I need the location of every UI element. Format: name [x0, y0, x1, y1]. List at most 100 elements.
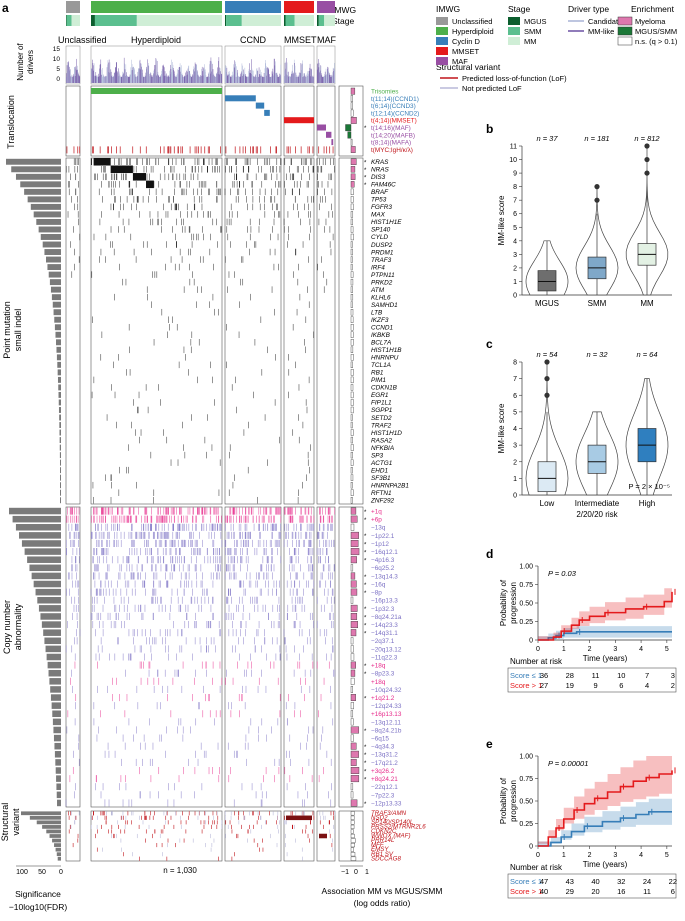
- translocation-block: [317, 124, 326, 131]
- significance-bar: [57, 369, 61, 376]
- legend-sv-title: Structural variant: [436, 62, 501, 72]
- assoc-bar: [350, 248, 353, 256]
- assoc-bar: [350, 324, 354, 331]
- significance-star: *: [364, 729, 367, 735]
- significance-bar: [49, 279, 61, 286]
- sv-label: NSD2: [371, 814, 388, 821]
- y-axis-label: MM-like score: [497, 403, 506, 453]
- cna-label: +18q: [371, 663, 386, 670]
- gene-label: HNRNPU: [371, 355, 399, 362]
- significance-star: *: [364, 583, 367, 589]
- gene-label: HIST1H1D: [371, 430, 402, 437]
- n-label: n = 32: [586, 350, 608, 359]
- assoc-bar: [350, 856, 357, 861]
- drivers-frame: [90, 45, 223, 85]
- assoc-bar: [350, 116, 357, 124]
- assoc-bar: [350, 811, 355, 816]
- cna-label: −10q24.32: [371, 687, 402, 694]
- significance-bar: [33, 211, 61, 218]
- risk-row-label: Score > 1: [510, 681, 542, 690]
- p-value: P = 2 × 10⁻⁵: [628, 482, 670, 491]
- risk-value: 24: [643, 877, 651, 886]
- significance-bar: [42, 825, 61, 829]
- outlier-point: [644, 156, 650, 163]
- x-tick-label: 2: [588, 852, 592, 859]
- assoc-bar: [350, 263, 353, 271]
- stage-track-mgus: [66, 15, 67, 26]
- assoc-title: Association MM vs MGUS/SMM: [322, 886, 443, 896]
- stage-track-mm: [241, 15, 281, 26]
- significance-star: *: [364, 550, 367, 556]
- section-frame: [90, 506, 223, 808]
- significance-bar: [52, 301, 61, 308]
- cna-label: −1p32.3: [371, 606, 395, 613]
- y-tick-label: 1: [513, 279, 517, 286]
- legend-stage-title: Stage: [508, 4, 530, 14]
- legend-swatch-stage: [508, 37, 520, 45]
- sig-sub: −10log10(FDR): [9, 902, 68, 912]
- significance-star: *: [364, 761, 367, 767]
- drivers-frame: [316, 45, 336, 85]
- y-axis-label: progression: [509, 582, 518, 624]
- risk-value: 22: [669, 877, 677, 886]
- gene-label: HIST1H1B: [371, 347, 402, 354]
- group-label-maf: MAF: [317, 35, 337, 45]
- assoc-bar: [350, 158, 357, 165]
- cna-label: −8p: [371, 590, 382, 597]
- significance-star: *: [364, 126, 367, 132]
- stage-track-smm: [285, 15, 295, 26]
- cna-label: −13q: [371, 525, 386, 532]
- assoc-bar: [350, 188, 354, 196]
- section-point-1: Point mutation: [2, 301, 12, 359]
- assoc-bar: [350, 843, 355, 848]
- section-sv-1: Structural: [0, 803, 10, 842]
- assoc-bar: [350, 791, 354, 799]
- assoc-bar: [350, 369, 354, 376]
- assoc-bar: [350, 429, 354, 436]
- risk-title: Number at risk: [510, 657, 563, 666]
- panel-label-b: b: [486, 122, 493, 136]
- sv-label: SDCCAG8: [371, 855, 401, 862]
- gene-label: HNRNPA2B1: [371, 482, 409, 489]
- cna-label: −1p22.1: [371, 533, 395, 540]
- significance-star: *: [364, 615, 367, 621]
- x-tick-label: 5: [665, 852, 669, 859]
- cna-label: +1q21.2: [371, 695, 395, 702]
- y-tick-label: 1: [513, 476, 517, 483]
- assoc-bar: [350, 203, 354, 211]
- significance-bar: [56, 354, 61, 361]
- cna-label: −12p13.33: [371, 800, 402, 807]
- assoc-bar: [350, 301, 353, 308]
- significance-bar: [57, 856, 61, 861]
- outlier-point: [544, 376, 550, 382]
- sig-title: Significance: [15, 889, 61, 899]
- gene-label: BRAF: [371, 189, 389, 196]
- legend-swatch-stage: [508, 17, 520, 25]
- risk-value: 9: [593, 681, 597, 690]
- legend-sv-item: Not predicted LoF: [462, 84, 522, 93]
- cna-label: −8q24.21b: [371, 727, 402, 734]
- section-frame: [90, 810, 223, 862]
- assoc-bar: [350, 833, 355, 839]
- y-tick-label: 0.50: [519, 601, 533, 608]
- assoc-bar: [350, 694, 356, 701]
- y-tick-label: 5: [513, 409, 517, 416]
- cna-label: −13q12.11: [371, 719, 401, 726]
- significance-bar: [59, 459, 61, 466]
- significance-bar: [44, 249, 61, 255]
- cna-label: −20q13.12: [371, 646, 402, 653]
- stage-track-mgus: [91, 15, 95, 26]
- x-tick-label: Intermediate: [575, 499, 620, 508]
- risk-value: 19: [566, 681, 574, 690]
- gene-label: DIS3: [371, 174, 386, 181]
- stage-track-smm: [318, 15, 325, 26]
- legend-driver-title: Driver type: [568, 4, 609, 14]
- mutation-block: [146, 180, 154, 189]
- gene-label: NFKBIA: [371, 445, 394, 452]
- assoc-bar: [350, 669, 356, 677]
- outlier-point: [644, 170, 650, 176]
- section-frame: [65, 506, 81, 808]
- significance-bar: [55, 759, 61, 766]
- x-tick-label: 1: [562, 646, 566, 653]
- legend-stage-item: SMM: [524, 27, 542, 36]
